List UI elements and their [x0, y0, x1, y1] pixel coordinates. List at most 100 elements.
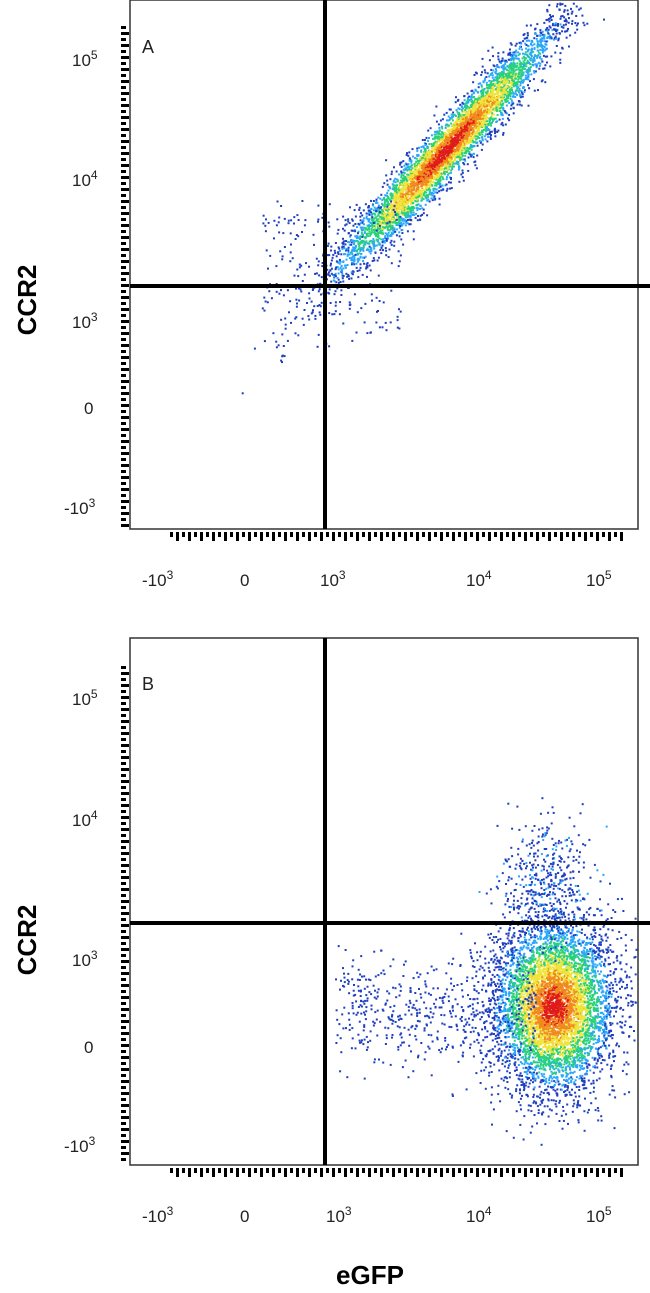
panel-a-dot [410, 209, 413, 212]
panel-a-dot [415, 184, 418, 187]
panel-a-dot [342, 237, 344, 240]
panel-a-dot [481, 71, 483, 74]
panel-a-dot [526, 59, 529, 62]
panel-a-dot [522, 85, 525, 88]
panel-a-dot [402, 217, 405, 220]
panel-a-dot [518, 91, 520, 94]
panel-a-dot [357, 276, 360, 279]
panel-a-dot [518, 76, 521, 79]
panel-a-dot [388, 234, 391, 237]
panel-a-dot [480, 113, 483, 116]
panel-a-dot [420, 155, 423, 158]
panel-a-dot [404, 216, 407, 219]
panel-a-dot [515, 49, 518, 52]
panel-a-dot [517, 89, 520, 92]
panel-a-dot [467, 114, 469, 117]
panel-a-dot [378, 243, 381, 246]
panel-a-dot [473, 109, 476, 112]
panel-a-dot [447, 129, 450, 132]
panel-a-dot [510, 104, 513, 107]
panel-a-dot [319, 282, 322, 285]
panel-a-dot [388, 229, 391, 232]
panel-a-dot [365, 212, 368, 215]
panel-a-dot [394, 181, 397, 184]
panel-a-dot [530, 59, 533, 62]
panel-a-dot [482, 124, 485, 127]
panel-a-dot [522, 40, 525, 43]
panel-a-dot [383, 211, 386, 214]
panel-a-dot [345, 258, 348, 261]
panel-a-dot [400, 221, 403, 224]
panel-a-dot [513, 66, 516, 69]
panel-a-dot [465, 131, 468, 134]
panel-a-dot [559, 52, 562, 55]
panel-a-dot [370, 218, 373, 221]
panel-a-dot [522, 81, 524, 84]
panel-a-dot [497, 58, 500, 61]
panel-a-dot [502, 87, 505, 90]
panel-a-dot [397, 187, 400, 190]
panel-a-dot [402, 219, 405, 222]
panel-a-dot [419, 218, 422, 221]
panel-a-dot [477, 115, 480, 118]
panel-a-dot [377, 234, 380, 237]
panel-a-dot [535, 37, 538, 40]
panel-a-dot [472, 92, 475, 95]
panel-a-dot [419, 165, 422, 168]
panel-a-dot [348, 253, 351, 256]
panel-a-dot [564, 30, 567, 33]
panel-a-dot [423, 174, 426, 177]
panel-a-dot [492, 88, 494, 91]
panel-a-dot [492, 90, 495, 93]
panel-a-dot [377, 223, 380, 226]
panel-a-dot [479, 82, 482, 85]
panel-a-dot [506, 65, 509, 68]
panel-a-dot [475, 138, 478, 141]
panel-a-dot [405, 167, 408, 170]
panel-a-dot [472, 129, 475, 132]
panel-a-dot [385, 207, 388, 210]
panel-a-dot [541, 49, 544, 52]
panel-a-dot [427, 179, 430, 182]
panel-a-dot [438, 161, 441, 164]
panel-a-dot [536, 34, 539, 37]
panel-a-dot [364, 203, 367, 206]
panel-a-dot [375, 219, 378, 222]
panel-a-dot [509, 75, 512, 78]
panel-a-dot [560, 15, 563, 18]
panel-a-dot [454, 139, 456, 142]
panel-a-dot [404, 207, 407, 210]
panel-a-dot [559, 3, 562, 6]
panel-a-dot [329, 269, 332, 272]
panel-a-dot [430, 134, 433, 137]
panel-a-dot [415, 203, 418, 206]
panel-a-dot [426, 185, 429, 188]
panel-a-dot [465, 136, 468, 139]
panel-a-dot [476, 135, 479, 138]
panel-a-dot [454, 120, 457, 123]
panel-a-dot [480, 140, 483, 143]
panel-a-dot [514, 90, 517, 93]
panel-a-dot [456, 120, 458, 123]
panel-a-dot [389, 203, 392, 206]
panel-a-dot [503, 79, 506, 82]
panel-a-dot [422, 189, 425, 192]
panel-a-dot [539, 38, 542, 41]
panel-a-dot [496, 89, 499, 92]
panel-a-dot [571, 10, 574, 13]
panel-a-dot [474, 132, 477, 135]
panel-a-dot [389, 207, 392, 210]
panel-a-dot [464, 126, 467, 129]
panel-a-dot [398, 231, 401, 234]
panel-a-dot [378, 209, 381, 211]
panel-a-dot [411, 205, 414, 208]
panel-a-dot [340, 269, 343, 271]
panel-a-dot [533, 55, 536, 58]
panel-a-dot [481, 116, 484, 118]
panel-a-dot [523, 59, 526, 62]
panel-a-dot [372, 228, 375, 231]
panel-a-dot [420, 178, 422, 181]
panel-a-dot [369, 234, 372, 237]
panel-a-dot [493, 118, 496, 121]
panel-a-dot [543, 35, 546, 38]
